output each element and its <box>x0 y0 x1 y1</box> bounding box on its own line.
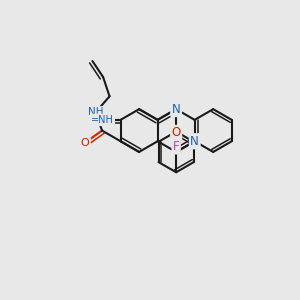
Text: N: N <box>172 103 181 116</box>
Text: N: N <box>190 135 199 148</box>
Text: O: O <box>81 138 89 148</box>
Text: O: O <box>172 126 181 139</box>
Text: N: N <box>172 103 181 116</box>
Text: =NH: =NH <box>91 115 114 125</box>
Text: N: N <box>190 135 199 148</box>
Text: F: F <box>173 140 179 153</box>
Text: =NH: =NH <box>91 115 114 125</box>
Text: NH: NH <box>88 107 103 117</box>
